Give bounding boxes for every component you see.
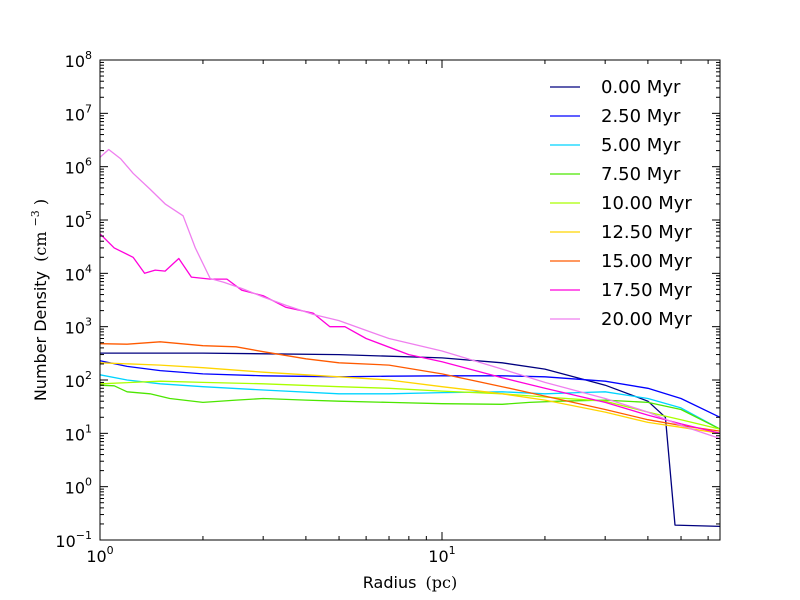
legend-label-0: 0.00 Myr [601,77,681,98]
x-tick-label-0: 100 [86,544,113,566]
x-tick-label-1: 101 [428,544,455,566]
y-axis-label-unit-close: ) [31,199,50,205]
y-tick-label-3: 102 [65,369,92,391]
legend-label-1: 2.50 Myr [601,106,681,127]
legend-label-5: 12.50 Myr [601,222,692,243]
y-axis-label-unit: (cm [31,232,50,262]
series-line-7 [99,233,721,434]
legend-label-7: 17.50 Myr [601,280,692,301]
plot-frame [99,59,721,541]
series-line-6 [99,341,721,432]
y-tick-label-6: 105 [65,209,92,231]
x-axis-label-unit: (pc) [426,573,458,592]
y-tick-label-0: 10−1 [55,529,92,551]
y-tick-label-4: 103 [65,316,92,338]
legend: 0.00 Myr 2.50 Myr 5.00 Myr 7.50 Myr 10.00 My… [550,77,692,330]
series-line-3 [99,384,721,430]
y-tick-label-1: 100 [65,476,92,498]
y-axis-label-unit-exponent: −3 [29,210,42,226]
x-axis-label-text: Radius [363,573,417,592]
x-axis-label: Radius (pc) [363,573,457,592]
legend-label-2: 5.00 Myr [601,135,681,156]
y-tick-label-7: 106 [65,156,92,178]
y-axis-label: Number Density (cm −3 ) [24,199,50,401]
series-layer [99,148,721,528]
legend-label-8: 20.00 Myr [601,309,692,330]
y-tick-label-5: 104 [65,262,92,284]
legend-label-6: 15.00 Myr [601,251,692,272]
y-axis-label-text: Number Density [31,271,50,401]
legend-label-3: 7.50 Myr [601,164,681,185]
y-tick-label-8: 107 [65,102,92,124]
y-tick-label-2: 101 [65,422,92,444]
series-line-0 [100,352,721,528]
series-line-8 [99,148,721,440]
y-tick-label-9: 108 [65,49,92,71]
legend-label-4: 10.00 Myr [601,193,692,214]
series-line-1 [99,360,721,418]
series-line-2 [99,374,721,430]
series-line-5 [99,362,721,434]
